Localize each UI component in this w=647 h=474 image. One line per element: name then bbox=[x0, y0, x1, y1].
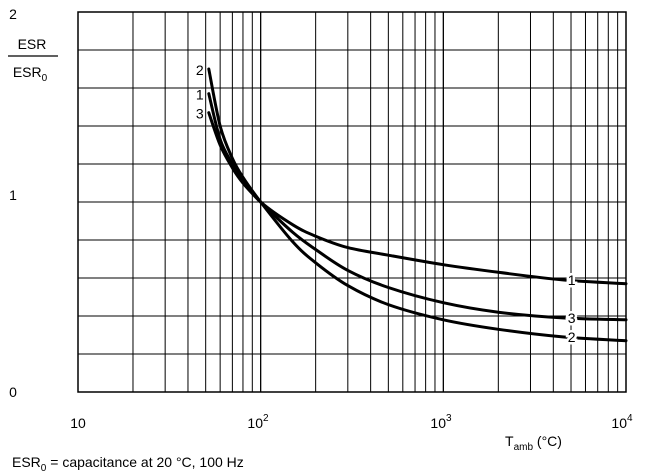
series-3-line bbox=[207, 111, 628, 322]
x-axis-label: Tamb (°C) bbox=[505, 433, 562, 453]
x-label-unit: (°C) bbox=[533, 433, 562, 449]
y-label-denominator-sub: 0 bbox=[42, 73, 48, 84]
series-1-start-label: 1 bbox=[196, 87, 204, 103]
x-tick-label-1000: 103 bbox=[430, 413, 452, 431]
x-label-main: T bbox=[505, 433, 514, 449]
y-tick-label-1: 1 bbox=[9, 187, 17, 203]
x-tick-label-100-exp: 2 bbox=[263, 413, 269, 424]
footnote-rest: = capacitance at 20 °C, 100 Hz bbox=[46, 454, 243, 470]
footnote-main: ESR bbox=[12, 454, 41, 470]
x-tick-label-100-base: 10 bbox=[247, 415, 263, 431]
x-tick-label-1000-base: 10 bbox=[430, 415, 446, 431]
y-label-denominator: ESR0 bbox=[13, 64, 48, 84]
footnote: ESR0 = capacitance at 20 °C, 100 Hz bbox=[12, 454, 244, 474]
plot-frame bbox=[77, 11, 627, 393]
y-label-numerator: ESR bbox=[18, 36, 47, 52]
plot-frame-layer bbox=[77, 11, 627, 393]
footnote-sub: 0 bbox=[41, 463, 47, 474]
series-2-line bbox=[207, 67, 628, 343]
x-tick-label-10: 10 bbox=[70, 415, 86, 431]
y-label-denominator-main: ESR bbox=[13, 64, 42, 80]
y-tick-label-2: 2 bbox=[9, 6, 17, 22]
x-tick-label-10-base: 10 bbox=[70, 415, 86, 431]
x-tick-label-10000: 104 bbox=[611, 413, 633, 431]
y-tick-label-0: 0 bbox=[9, 384, 17, 400]
x-tick-label-10000-base: 10 bbox=[611, 415, 627, 431]
series-3-start-label: 3 bbox=[196, 106, 204, 122]
series-1-end-label: 1 bbox=[568, 272, 576, 288]
series-1-line bbox=[207, 92, 628, 286]
x-tick-label-1000-exp: 3 bbox=[446, 413, 452, 424]
y-axis-label: ESR ESR0 bbox=[8, 36, 58, 84]
x-label-sub: amb bbox=[514, 442, 534, 453]
label-layer: 1 1 2 2 3 3 bbox=[194, 61, 578, 348]
x-tick-label-100: 102 bbox=[247, 413, 269, 431]
series-layer bbox=[207, 67, 628, 343]
series-2-end-label: 2 bbox=[568, 329, 576, 345]
x-tick-label-10000-exp: 4 bbox=[627, 413, 633, 424]
series-3-end-label: 3 bbox=[568, 310, 576, 326]
series-2-start-label: 2 bbox=[196, 62, 204, 78]
